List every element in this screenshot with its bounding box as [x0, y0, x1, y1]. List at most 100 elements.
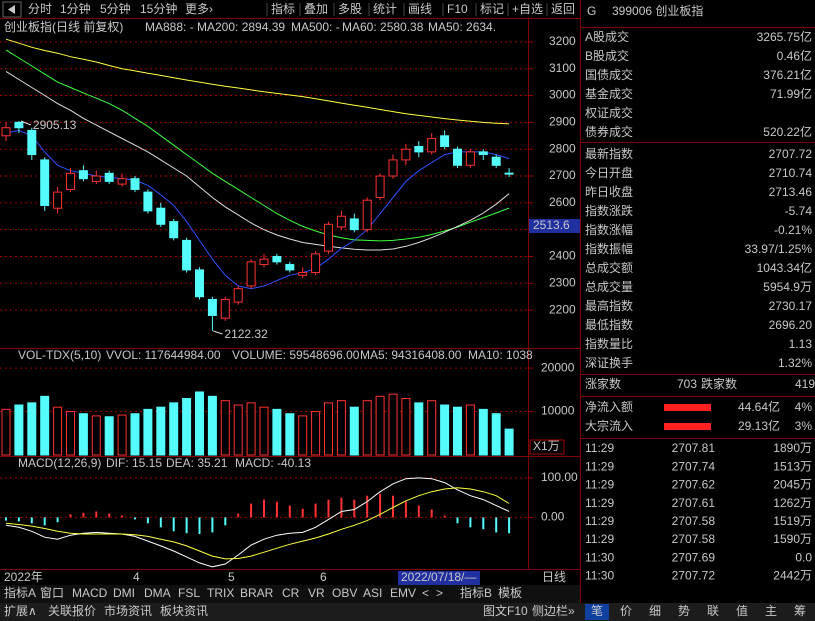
- toolbar-item[interactable]: 返回: [551, 2, 575, 16]
- indicator-tab[interactable]: DMI: [113, 586, 135, 600]
- toolbar-item[interactable]: 5分钟: [100, 1, 131, 16]
- volume-bar: [504, 428, 514, 456]
- trade-price: 2707.58: [672, 514, 716, 528]
- cursor-date-box: [398, 571, 480, 585]
- candle-body: [182, 239, 192, 271]
- side-tab[interactable]: 值: [736, 603, 748, 618]
- flow-value: 29.13亿: [738, 418, 780, 433]
- volume-bar: [285, 413, 295, 456]
- toolbar-item[interactable]: 统计: [373, 2, 397, 16]
- stat-value: 1.32%: [778, 356, 812, 370]
- volume-bar: [298, 415, 308, 456]
- flow-value: 44.64亿: [738, 399, 780, 414]
- candle-body: [504, 172, 514, 175]
- back-button[interactable]: [2, 1, 22, 18]
- volume-bar: [14, 404, 24, 456]
- volume-bar: [324, 402, 333, 456]
- toolbar-item[interactable]: 指标: [271, 1, 295, 16]
- indicator-tab[interactable]: 指标B: [460, 585, 492, 600]
- volume-bar: [66, 411, 75, 456]
- candle-body: [143, 191, 153, 212]
- trade-volume: 2045万: [773, 478, 812, 492]
- cursor-value-box: [529, 219, 580, 234]
- stat-label: 总成交额: [585, 260, 633, 275]
- indicator-tab[interactable]: VR: [308, 586, 325, 600]
- bottom-link[interactable]: 市场资讯: [104, 603, 152, 618]
- stat-value: 1.13: [789, 337, 813, 351]
- trade-volume: 1513万: [773, 459, 812, 473]
- side-tab[interactable]: 联: [707, 604, 719, 618]
- trade-volume: 1262万: [773, 496, 812, 510]
- flag: G: [587, 4, 596, 18]
- cursor-date: 2022/07/18/—: [401, 570, 476, 584]
- toolbar-item[interactable]: 更多›: [185, 2, 213, 16]
- side-tab[interactable]: 价: [620, 604, 632, 618]
- volume-bar: [375, 395, 385, 456]
- y-tick-label: 10000: [541, 404, 575, 418]
- trade-time: 11:29: [585, 496, 614, 510]
- volume-bar: [311, 411, 321, 456]
- indicator-tab[interactable]: <: [422, 586, 429, 600]
- trade-time: 11:29: [585, 459, 614, 473]
- stat-value: 2710.74: [769, 166, 813, 180]
- indicator-tab[interactable]: >: [436, 586, 443, 600]
- indicator-tab[interactable]: OBV: [332, 586, 357, 600]
- bottom-link[interactable]: 侧边栏»: [532, 603, 575, 618]
- breadth-down: 419: [795, 377, 815, 391]
- toolbar-item[interactable]: +自选: [512, 2, 543, 16]
- volume-bar: [349, 406, 359, 456]
- date-label: 6: [320, 570, 327, 584]
- indicator-tab[interactable]: TRIX: [207, 586, 234, 600]
- legend-entry: MA60: 2580.38: [342, 20, 424, 34]
- legend-entry: DEA: 35.21: [166, 456, 228, 470]
- bottom-link[interactable]: 扩展∧: [4, 604, 37, 618]
- toolbar-item[interactable]: 15分钟: [140, 1, 177, 16]
- back-icon: [8, 5, 15, 14]
- indicator-tab[interactable]: 指标A: [4, 585, 36, 600]
- y-tick-label: 2700: [549, 168, 576, 182]
- indicator-tab[interactable]: CR: [282, 586, 300, 600]
- volume-bar: [233, 404, 243, 456]
- toolbar-item[interactable]: 标记: [480, 2, 504, 16]
- ma-line: [5, 70, 510, 251]
- toolbar-item[interactable]: 分时: [28, 2, 52, 16]
- toolbar-item[interactable]: 多股: [338, 2, 362, 16]
- side-tab[interactable]: 筹: [794, 604, 806, 618]
- indicator-tab[interactable]: DMA: [144, 586, 171, 600]
- indicator-tab[interactable]: ASI: [363, 586, 382, 600]
- unit-label: X1万: [533, 439, 560, 453]
- side-tab[interactable]: 笔: [591, 603, 603, 618]
- candle-body: [66, 172, 75, 190]
- y-tick-label: 0.00: [541, 510, 565, 524]
- side-tab[interactable]: 主: [765, 604, 777, 618]
- side-tab[interactable]: 细: [649, 604, 661, 618]
- legend-entry: MA10: 1038: [468, 348, 533, 362]
- toolbar-item[interactable]: 叠加: [304, 2, 328, 16]
- indicator-tab[interactable]: BRAR: [240, 586, 274, 600]
- breadth-label: 跌家数: [701, 376, 737, 391]
- indicator-tab[interactable]: MACD: [72, 586, 108, 600]
- bottom-link[interactable]: 板块资讯: [160, 604, 208, 618]
- bottom-link[interactable]: 关联报价: [48, 603, 96, 618]
- bottom-link[interactable]: 图文F10: [483, 603, 528, 618]
- toolbar-item[interactable]: 1分钟: [60, 1, 91, 16]
- volume-bar: [169, 402, 179, 456]
- period-label[interactable]: 日线: [542, 570, 566, 584]
- toolbar-item[interactable]: F10: [447, 2, 468, 16]
- stat-value: 3265.75亿: [757, 29, 812, 44]
- indicator-tab[interactable]: 窗口: [40, 586, 64, 600]
- active-tab-bg: [585, 604, 609, 620]
- stat-value: 376.21亿: [763, 67, 812, 82]
- indicator-tab[interactable]: EMV: [390, 586, 416, 600]
- side-tab[interactable]: 势: [678, 604, 690, 618]
- indicator-tab[interactable]: FSL: [178, 586, 200, 600]
- candle-body: [156, 207, 166, 225]
- trade-price: 2707.81: [672, 441, 716, 455]
- candle-body: [259, 258, 269, 266]
- candle-body: [336, 215, 346, 228]
- trade-price: 2707.62: [672, 478, 716, 492]
- volume-bar: [78, 413, 88, 456]
- toolbar-item[interactable]: 画线: [408, 2, 432, 16]
- y-tick-label: 2300: [549, 275, 576, 289]
- indicator-tab[interactable]: 模板: [498, 586, 522, 600]
